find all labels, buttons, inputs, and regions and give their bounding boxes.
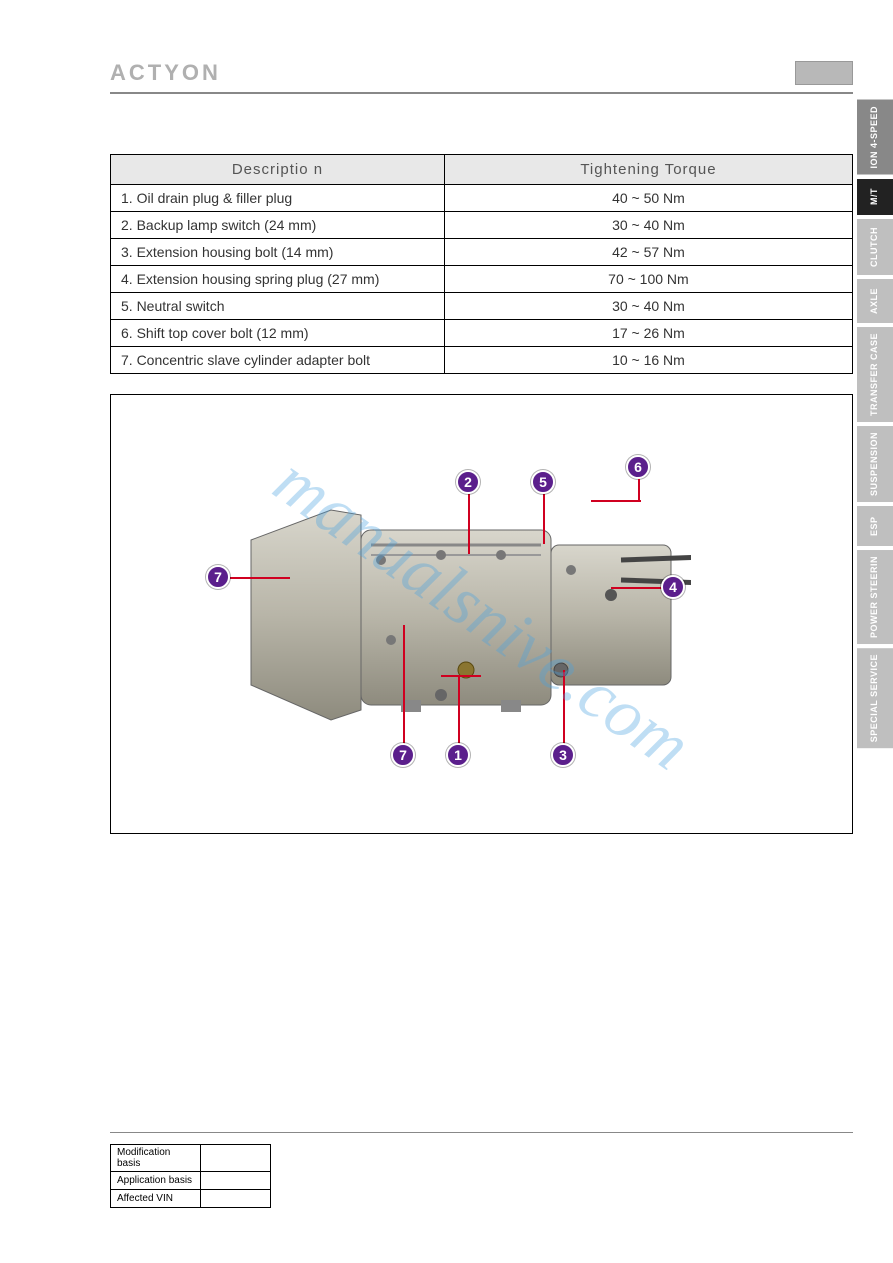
leader-line: [458, 675, 460, 745]
section-tab[interactable]: SPECIAL SERVICE: [857, 648, 893, 748]
cell-torque: 30 ~ 40 Nm: [444, 293, 852, 320]
section-tab[interactable]: AXLE: [857, 279, 893, 323]
callout-badge: 7: [391, 743, 415, 767]
section-tab[interactable]: TRANSFER CASE: [857, 327, 893, 422]
section-tab[interactable]: ESP: [857, 506, 893, 546]
cell-description: 4. Extension housing spring plug (27 mm): [111, 266, 445, 293]
section-tab[interactable]: CLUTCH: [857, 219, 893, 275]
leader-line: [403, 625, 405, 745]
cell-torque: 10 ~ 16 Nm: [444, 347, 852, 374]
transmission-diagram: manualsnive.com: [110, 394, 853, 834]
cell-torque: 40 ~ 50 Nm: [444, 185, 852, 212]
leader-line: [230, 577, 290, 579]
revision-row: Modification basis: [111, 1145, 271, 1172]
leader-line: [468, 494, 470, 554]
callout-badge: 3: [551, 743, 575, 767]
table-row: 5. Neutral switch30 ~ 40 Nm: [111, 293, 853, 320]
leader-line: [591, 500, 641, 502]
revision-row: Application basis: [111, 1172, 271, 1190]
revision-label: Affected VIN: [111, 1190, 201, 1208]
callout-badge: 4: [661, 575, 685, 599]
cell-description: 2. Backup lamp switch (24 mm): [111, 212, 445, 239]
th-description: Descriptio n: [111, 155, 445, 185]
leader-line: [441, 675, 481, 677]
callout-badge: 1: [446, 743, 470, 767]
header-page-box: [795, 61, 853, 85]
revision-label: Application basis: [111, 1172, 201, 1190]
section-tab[interactable]: SUSPENSION: [857, 426, 893, 502]
leader-line: [638, 479, 640, 502]
revision-value: [201, 1190, 271, 1208]
table-row: 7. Concentric slave cylinder adapter bol…: [111, 347, 853, 374]
cell-description: 7. Concentric slave cylinder adapter bol…: [111, 347, 445, 374]
cell-torque: 30 ~ 40 Nm: [444, 212, 852, 239]
section-tab[interactable]: POWER STEERIN: [857, 550, 893, 644]
callout-badge: 5: [531, 470, 555, 494]
leader-line: [611, 587, 663, 589]
section-tabs: ION 4-SPEED M/T CLUTCH AXLE TRANSFER CASE SUS…: [857, 100, 893, 748]
th-torque: Tightening Torque: [444, 155, 852, 185]
table-row: 4. Extension housing spring plug (27 mm)…: [111, 266, 853, 293]
page-header: ACTYON: [110, 60, 853, 94]
revision-value: [201, 1145, 271, 1172]
table-row: 3. Extension housing bolt (14 mm)42 ~ 57…: [111, 239, 853, 266]
tightening-torque-table: Descriptio n Tightening Torque 1. Oil dr…: [110, 154, 853, 374]
section-tab[interactable]: ION 4-SPEED: [857, 100, 893, 175]
callout-badge: 7: [206, 565, 230, 589]
revision-label: Modification basis: [111, 1145, 201, 1172]
callout-badge: 2: [456, 470, 480, 494]
revision-row: Affected VIN: [111, 1190, 271, 1208]
leader-line: [563, 670, 565, 745]
table-row: 6. Shift top cover bolt (12 mm)17 ~ 26 N…: [111, 320, 853, 347]
footer-divider: [110, 1132, 853, 1133]
cell-torque: 42 ~ 57 Nm: [444, 239, 852, 266]
brand-logo: ACTYON: [110, 60, 221, 86]
cell-description: 5. Neutral switch: [111, 293, 445, 320]
table-row: 2. Backup lamp switch (24 mm)30 ~ 40 Nm: [111, 212, 853, 239]
table-row: 1. Oil drain plug & filler plug40 ~ 50 N…: [111, 185, 853, 212]
cell-description: 1. Oil drain plug & filler plug: [111, 185, 445, 212]
revision-value: [201, 1172, 271, 1190]
section-tab[interactable]: M/T: [857, 179, 893, 215]
cell-description: 3. Extension housing bolt (14 mm): [111, 239, 445, 266]
cell-torque: 70 ~ 100 Nm: [444, 266, 852, 293]
callout-badge: 6: [626, 455, 650, 479]
cell-torque: 17 ~ 26 Nm: [444, 320, 852, 347]
leader-line: [543, 494, 545, 544]
cell-description: 6. Shift top cover bolt (12 mm): [111, 320, 445, 347]
revision-table: Modification basisApplication basisAffec…: [110, 1144, 271, 1208]
transmission-illustration: [241, 500, 691, 730]
